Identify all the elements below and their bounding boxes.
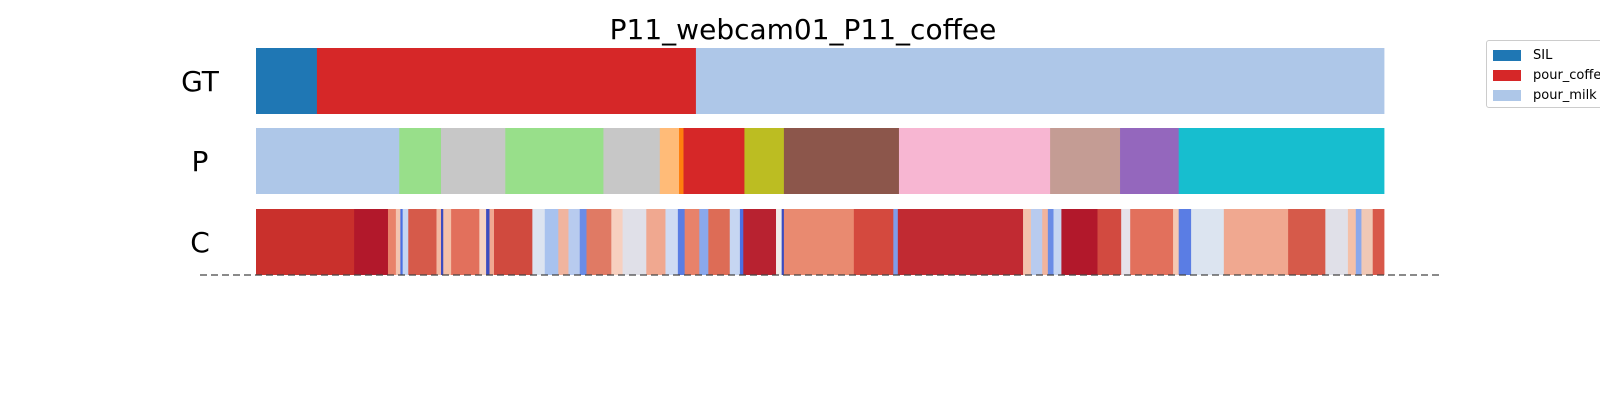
legend-item-sil: SIL bbox=[1493, 45, 1552, 65]
segment-c-56 bbox=[1372, 209, 1385, 275]
segment-c-39 bbox=[1030, 209, 1043, 275]
segment-c-33 bbox=[781, 209, 785, 275]
segment-c-16 bbox=[544, 209, 559, 275]
segment-c-20 bbox=[586, 209, 612, 275]
segment-c-3 bbox=[395, 209, 401, 275]
segment-c-4 bbox=[400, 209, 404, 275]
segment-c-48 bbox=[1178, 209, 1192, 275]
segment-p-13 bbox=[1178, 128, 1385, 194]
row-label-gt: GT bbox=[181, 65, 220, 98]
segment-c-19 bbox=[579, 209, 587, 275]
segment-c-28 bbox=[708, 209, 731, 275]
segment-c-42 bbox=[1053, 209, 1062, 275]
segment-gt-1 bbox=[316, 48, 697, 114]
legend-swatch-sil bbox=[1493, 49, 1521, 61]
segment-p-10 bbox=[898, 128, 1051, 194]
segment-c-15 bbox=[532, 209, 546, 275]
segment-c-10 bbox=[451, 209, 480, 275]
legend-swatch-pour-milk bbox=[1493, 89, 1521, 101]
legend-label-pour-milk: pour_milk bbox=[1533, 87, 1597, 103]
segment-c-47 bbox=[1173, 209, 1180, 275]
segment-c-55 bbox=[1361, 209, 1374, 275]
segment-c-27 bbox=[699, 209, 709, 275]
segment-c-37 bbox=[897, 209, 1024, 275]
segment-c-6 bbox=[408, 209, 437, 275]
segment-c-25 bbox=[677, 209, 686, 275]
row-label-p: P bbox=[192, 145, 209, 178]
segment-c-40 bbox=[1042, 209, 1049, 275]
segment-c-13 bbox=[489, 209, 495, 275]
segment-p-12 bbox=[1120, 128, 1180, 194]
segment-p-0 bbox=[256, 128, 400, 194]
segment-c-30 bbox=[739, 209, 744, 275]
legend-item-pour-coffee: pour_coffee bbox=[1493, 65, 1600, 85]
segment-c-22 bbox=[622, 209, 647, 275]
segment-c-54 bbox=[1355, 209, 1362, 275]
segment-c-31 bbox=[743, 209, 777, 275]
segment-c-2 bbox=[387, 209, 397, 275]
segment-p-2 bbox=[440, 128, 506, 194]
segment-p-7 bbox=[683, 128, 745, 194]
row-label-c: C bbox=[190, 226, 210, 259]
segment-c-14 bbox=[494, 209, 533, 275]
segment-c-51 bbox=[1288, 209, 1326, 275]
segment-c-52 bbox=[1325, 209, 1349, 275]
segment-p-8 bbox=[744, 128, 785, 194]
segment-c-9 bbox=[443, 209, 452, 275]
segment-c-44 bbox=[1097, 209, 1122, 275]
segment-c-38 bbox=[1023, 209, 1032, 275]
segment-c-41 bbox=[1047, 209, 1054, 275]
segment-c-17 bbox=[558, 209, 569, 275]
segment-p-1 bbox=[399, 128, 442, 194]
segment-c-21 bbox=[611, 209, 623, 275]
segment-c-0 bbox=[256, 209, 355, 275]
segment-c-46 bbox=[1130, 209, 1174, 275]
segment-p-6 bbox=[679, 128, 684, 194]
segment-p-4 bbox=[603, 128, 661, 194]
segment-c-32 bbox=[776, 209, 783, 275]
segment-c-24 bbox=[665, 209, 679, 275]
segment-c-34 bbox=[783, 209, 855, 275]
segment-c-26 bbox=[684, 209, 700, 275]
legend-label-pour-coffee: pour_coffee bbox=[1533, 67, 1600, 83]
chart-title: P11_webcam01_P11_coffee bbox=[610, 13, 997, 46]
segment-c-43 bbox=[1061, 209, 1098, 275]
segment-p-9 bbox=[783, 128, 900, 194]
segment-c-18 bbox=[568, 209, 581, 275]
legend-item-pour-milk: pour_milk bbox=[1493, 85, 1597, 105]
segment-c-7 bbox=[436, 209, 442, 275]
segment-p-11 bbox=[1050, 128, 1121, 194]
legend-swatch-pour-coffee bbox=[1493, 69, 1521, 81]
segment-c-49 bbox=[1191, 209, 1225, 275]
segment-c-45 bbox=[1121, 209, 1131, 275]
segment-c-29 bbox=[729, 209, 741, 275]
segment-c-35 bbox=[853, 209, 894, 275]
segment-c-5 bbox=[402, 209, 409, 275]
segment-c-50 bbox=[1223, 209, 1289, 275]
legend-label-sil: SIL bbox=[1533, 47, 1553, 63]
segment-c-11 bbox=[479, 209, 487, 275]
segment-gt-2 bbox=[695, 48, 1385, 114]
segment-c-36 bbox=[893, 209, 899, 275]
segment-c-12 bbox=[486, 209, 490, 275]
segment-c-1 bbox=[354, 209, 389, 275]
segment-gt-0 bbox=[256, 48, 318, 114]
segment-c-23 bbox=[646, 209, 666, 275]
chart-rows: GT P C bbox=[181, 48, 1385, 275]
segment-p-5 bbox=[659, 128, 680, 194]
legend: SIL pour_coffee pour_milk bbox=[1486, 40, 1600, 108]
segment-p-3 bbox=[505, 128, 604, 194]
segment-c-8 bbox=[440, 209, 444, 275]
segment-c-53 bbox=[1347, 209, 1357, 275]
